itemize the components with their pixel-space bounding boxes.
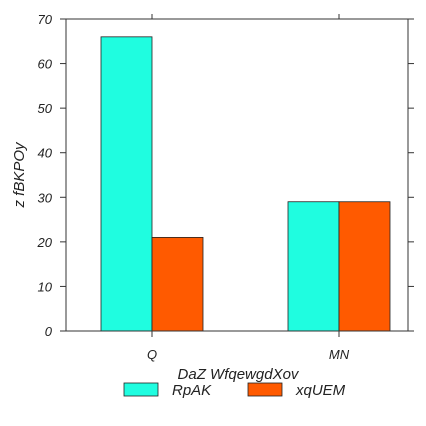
legend-label-xquem: xqUEM: [295, 382, 346, 399]
y-axis-label: z fBKPOy: [11, 141, 28, 209]
legend-label-rpak: RpAK: [172, 382, 212, 399]
legend-swatch-rpak: [123, 382, 159, 397]
bar-rpak-q: [100, 36, 153, 332]
x-axis: Q MN: [147, 14, 350, 362]
y-tick-label: 40: [38, 146, 53, 161]
y-tick-label: 70: [38, 12, 53, 27]
x-tick-label: Q: [147, 347, 157, 362]
y-tick-label: 10: [38, 279, 53, 294]
bar-xquem-mn: [338, 201, 391, 332]
plot-frame: [65, 18, 409, 332]
y-axis: 0 10 20 30 40 50 60 70: [37, 12, 414, 339]
y-tick-label: 30: [38, 190, 53, 205]
legend-swatch-xquem: [247, 382, 283, 397]
y-tick-label: 20: [37, 235, 53, 250]
y-tick-label: 0: [45, 324, 53, 339]
legend: RpAK xqUEM: [123, 382, 346, 399]
x-axis-label: DaZ WfqewgdXov: [178, 366, 300, 383]
x-tick-label: MN: [329, 347, 350, 362]
y-tick-label: 60: [38, 57, 53, 72]
bars-layer: [100, 36, 391, 332]
bar-rpak-mn: [287, 201, 340, 332]
y-tick-label: 50: [38, 101, 53, 116]
bar-xquem-q: [151, 236, 204, 332]
